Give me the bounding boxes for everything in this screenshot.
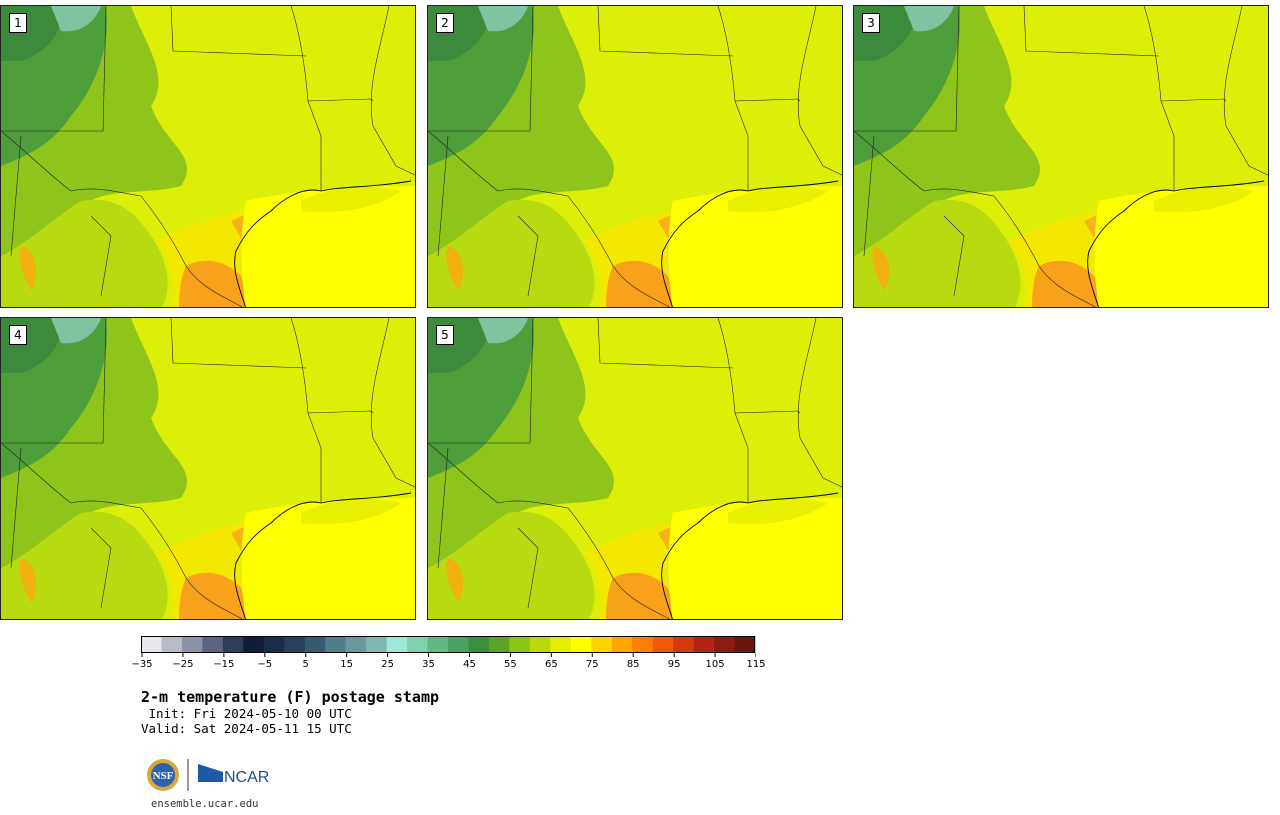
panel-number: 4 (9, 325, 27, 345)
colorbar (141, 636, 756, 657)
colorbar-swatch (693, 636, 715, 653)
colorbar-swatch (161, 636, 183, 653)
ncar-mark-icon (198, 764, 223, 782)
colorbar-swatch (611, 636, 633, 653)
colorbar-swatch (468, 636, 490, 653)
temperature-map (854, 6, 1268, 307)
colorbar-tick-label: 55 (504, 659, 517, 670)
colorbar-swatch (325, 636, 346, 653)
temperature-map (428, 318, 842, 619)
colorbar-swatch (386, 636, 408, 653)
colorbar-swatch (263, 636, 285, 653)
colorbar-tick-label: 5 (302, 659, 309, 670)
colorbar-swatch (550, 636, 572, 653)
panel-number: 2 (436, 13, 454, 33)
valid-time: Valid: Sat 2024-05-11 15 UTC (141, 721, 352, 736)
colorbar-swatch (366, 636, 387, 653)
colorbar-tick-label: −25 (172, 659, 194, 670)
colorbar-tick-label: 65 (544, 659, 558, 670)
panel-number: 1 (9, 13, 27, 33)
svg-text:NCAR: NCAR (224, 769, 269, 786)
colorbar-swatch (734, 636, 756, 653)
map-panel-3: 3 (853, 5, 1269, 308)
colorbar-swatch (304, 636, 326, 653)
colorbar-tick-label: 115 (746, 659, 766, 670)
colorbar-swatch (591, 636, 613, 653)
colorbar-swatch (652, 636, 674, 653)
temperature-map (1, 318, 415, 619)
colorbar-swatch (181, 636, 203, 653)
map-panel-1: 1 (0, 5, 416, 308)
colorbar-tick-label: −15 (213, 659, 235, 670)
website-url: ensemble.ucar.edu (151, 798, 259, 810)
colorbar-swatch (427, 636, 449, 653)
colorbar-tick-label: 105 (705, 659, 725, 670)
colorbar-swatch (448, 636, 469, 653)
colorbar-swatch (488, 636, 510, 653)
colorbar-tick-label: 25 (381, 659, 394, 670)
colorbar-swatch (202, 636, 224, 653)
figure-title: 2-m temperature (F) postage stamp (141, 688, 440, 706)
colorbar-tick-label: 75 (585, 659, 599, 670)
map-panel-5: 5 (427, 317, 843, 620)
colorbar-swatch (570, 636, 592, 653)
panel-number: 3 (862, 13, 880, 33)
colorbar-swatch (509, 636, 531, 653)
colorbar-swatch (141, 636, 162, 653)
colorbar-swatch (284, 636, 306, 653)
colorbar-swatch (243, 636, 265, 653)
colorbar-tick-label: 45 (463, 659, 476, 670)
temperature-map (428, 6, 842, 307)
colorbar-tick-label: 35 (422, 659, 435, 670)
colorbar-tick-label: −5 (257, 659, 273, 670)
colorbar-tick-label: −35 (131, 659, 153, 670)
colorbar-tick-label: 95 (667, 659, 681, 670)
temperature-map (1, 6, 415, 307)
colorbar-tick-label: 85 (626, 659, 640, 670)
colorbar-swatch (714, 636, 735, 653)
colorbar-swatch (529, 636, 551, 653)
colorbar-swatch (345, 636, 367, 653)
map-panel-2: 2 (427, 5, 843, 308)
colorbar-swatch (222, 636, 244, 653)
init-time: Init: Fri 2024-05-10 00 UTC (141, 706, 352, 721)
svg-text:NSF: NSF (153, 770, 174, 782)
colorbar-swatch (632, 636, 653, 653)
colorbar-tick-label: 15 (340, 659, 354, 670)
map-panel-4: 4 (0, 317, 416, 620)
nsf-ncar-logo: NSF NCAR (147, 759, 269, 791)
colorbar-swatch (407, 636, 428, 653)
panel-number: 5 (436, 325, 454, 345)
colorbar-swatch (673, 636, 694, 653)
